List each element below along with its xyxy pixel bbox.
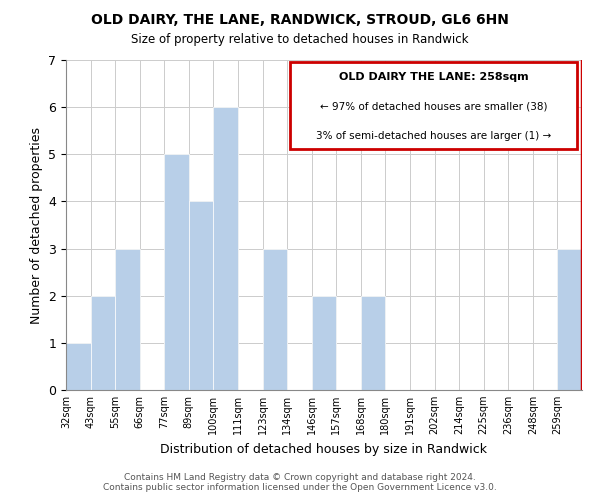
Bar xyxy=(263,248,287,390)
Bar xyxy=(91,296,115,390)
Text: ← 97% of detached houses are smaller (38): ← 97% of detached houses are smaller (38… xyxy=(320,101,547,112)
X-axis label: Distribution of detached houses by size in Randwick: Distribution of detached houses by size … xyxy=(161,442,487,456)
Text: OLD DAIRY THE LANE: 258sqm: OLD DAIRY THE LANE: 258sqm xyxy=(339,72,529,82)
Bar xyxy=(115,248,140,390)
Y-axis label: Number of detached properties: Number of detached properties xyxy=(30,126,43,324)
Text: Size of property relative to detached houses in Randwick: Size of property relative to detached ho… xyxy=(131,32,469,46)
FancyBboxPatch shape xyxy=(290,62,577,149)
Text: 3% of semi-detached houses are larger (1) →: 3% of semi-detached houses are larger (1… xyxy=(316,131,551,141)
Bar xyxy=(189,202,214,390)
Bar xyxy=(312,296,336,390)
Text: Contains HM Land Registry data © Crown copyright and database right 2024.
Contai: Contains HM Land Registry data © Crown c… xyxy=(103,473,497,492)
Bar xyxy=(557,248,582,390)
Bar xyxy=(66,343,91,390)
Text: OLD DAIRY, THE LANE, RANDWICK, STROUD, GL6 6HN: OLD DAIRY, THE LANE, RANDWICK, STROUD, G… xyxy=(91,12,509,26)
Bar xyxy=(214,107,238,390)
Bar xyxy=(164,154,189,390)
Bar xyxy=(361,296,385,390)
